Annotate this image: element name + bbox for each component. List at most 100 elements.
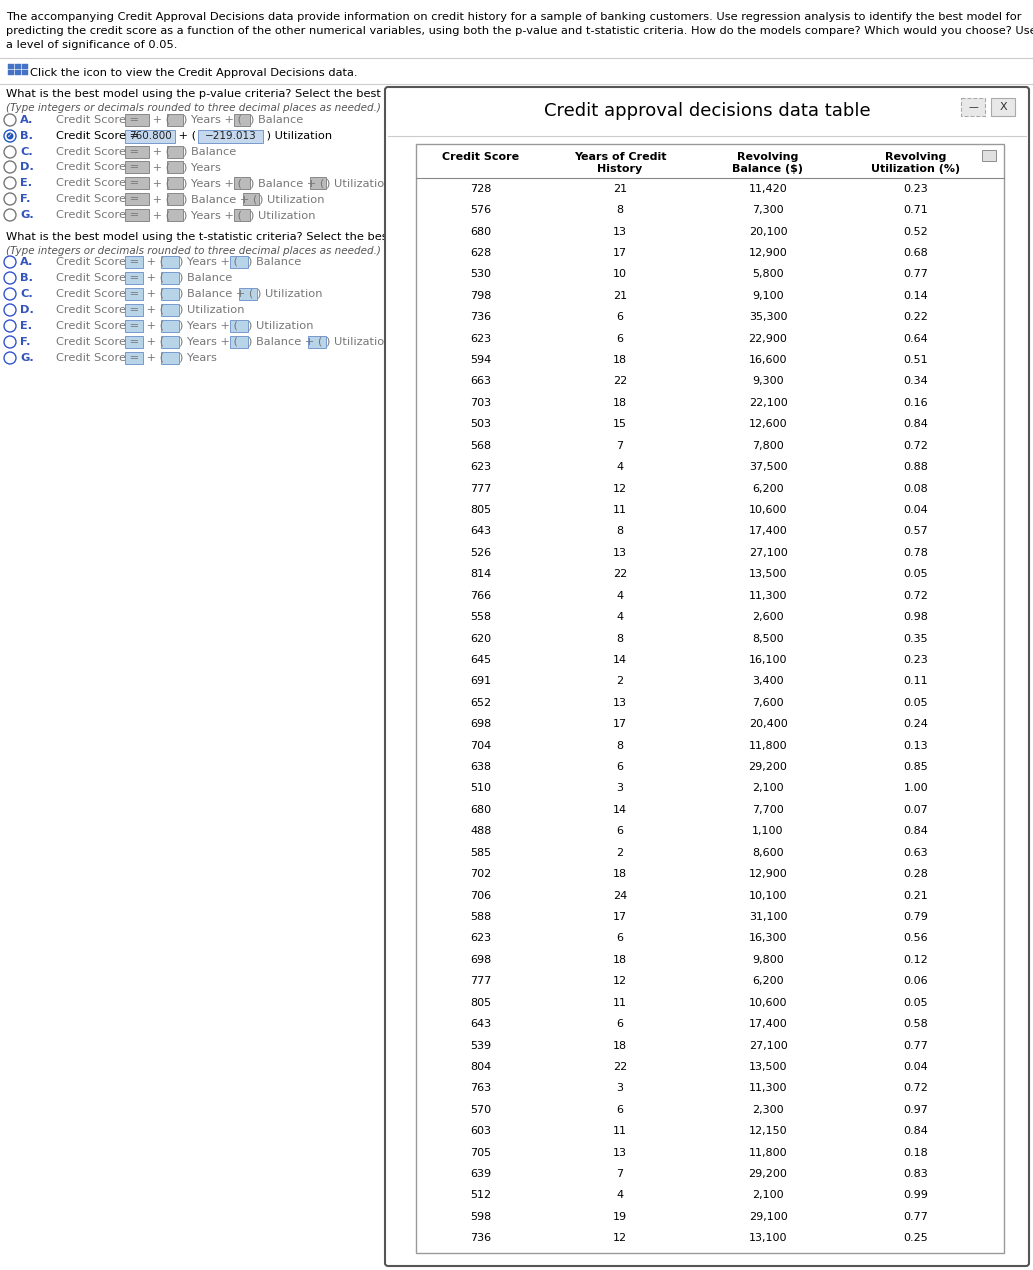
Text: 13: 13 xyxy=(613,226,627,236)
Text: 12,150: 12,150 xyxy=(749,1126,787,1137)
Text: −219.013: −219.013 xyxy=(205,131,256,141)
Text: 0.52: 0.52 xyxy=(904,226,929,236)
Text: 603: 603 xyxy=(470,1126,492,1137)
Text: 8,600: 8,600 xyxy=(752,848,784,857)
Text: 11: 11 xyxy=(613,998,627,1007)
Text: 9,800: 9,800 xyxy=(752,955,784,965)
Text: + (: + ( xyxy=(143,290,164,298)
Text: 760.800: 760.800 xyxy=(129,131,171,141)
Text: 6: 6 xyxy=(617,933,624,944)
Text: Credit Score =: Credit Score = xyxy=(56,194,143,204)
Text: 680: 680 xyxy=(470,805,492,815)
Text: + (: + ( xyxy=(143,353,164,363)
Text: 5,800: 5,800 xyxy=(752,269,784,279)
Text: 18: 18 xyxy=(613,356,627,364)
Bar xyxy=(167,114,184,126)
Text: 703: 703 xyxy=(470,398,492,408)
Bar xyxy=(230,257,248,268)
Text: 0.05: 0.05 xyxy=(904,998,929,1007)
Bar xyxy=(8,70,13,75)
Text: 706: 706 xyxy=(470,890,492,900)
Text: 0.97: 0.97 xyxy=(904,1105,929,1115)
Text: 704: 704 xyxy=(470,740,492,751)
Text: 0.56: 0.56 xyxy=(904,933,929,944)
Text: 588: 588 xyxy=(470,912,492,922)
Text: Credit Score =: Credit Score = xyxy=(56,210,143,220)
Text: Click the icon to view the Credit Approval Decisions data.: Click the icon to view the Credit Approv… xyxy=(30,69,357,77)
FancyBboxPatch shape xyxy=(982,150,996,161)
Text: 503: 503 xyxy=(470,419,492,429)
Bar xyxy=(125,146,149,157)
Text: 652: 652 xyxy=(470,697,492,707)
Bar xyxy=(125,210,149,221)
Text: 6,200: 6,200 xyxy=(752,977,784,987)
Text: 620: 620 xyxy=(470,634,492,644)
Text: 766: 766 xyxy=(470,591,492,601)
Text: + (: + ( xyxy=(143,273,164,283)
Text: 736: 736 xyxy=(470,1233,492,1243)
Text: Credit Score =: Credit Score = xyxy=(56,116,143,124)
Text: 0.84: 0.84 xyxy=(904,419,929,429)
Bar xyxy=(167,210,184,221)
Text: 22,100: 22,100 xyxy=(749,398,787,408)
Text: ) Utilization: ) Utilization xyxy=(250,210,315,220)
Text: Credit Score =: Credit Score = xyxy=(56,178,143,188)
Text: 12,600: 12,600 xyxy=(749,419,787,429)
Circle shape xyxy=(4,114,15,126)
Text: 0.57: 0.57 xyxy=(904,527,929,536)
Text: predicting the credit score as a function of the other numerical variables, usin: predicting the credit score as a functio… xyxy=(6,25,1033,36)
Text: 643: 643 xyxy=(470,527,492,536)
Text: 663: 663 xyxy=(470,376,492,386)
Text: A.: A. xyxy=(20,257,33,267)
Text: 8: 8 xyxy=(617,206,624,215)
Text: B.: B. xyxy=(20,273,33,283)
Text: Revolving
Utilization (%): Revolving Utilization (%) xyxy=(872,152,961,174)
Text: E.: E. xyxy=(20,178,32,188)
Text: 18: 18 xyxy=(613,1040,627,1050)
Text: 0.79: 0.79 xyxy=(904,912,929,922)
Bar xyxy=(125,272,143,284)
Text: 20,100: 20,100 xyxy=(749,226,787,236)
Text: 6: 6 xyxy=(617,312,624,323)
Text: 4: 4 xyxy=(617,462,624,472)
Text: 488: 488 xyxy=(470,827,492,837)
Text: 2: 2 xyxy=(617,848,624,857)
Circle shape xyxy=(4,352,15,364)
Text: —: — xyxy=(968,102,978,112)
Text: 12: 12 xyxy=(613,977,627,987)
Text: 27,100: 27,100 xyxy=(749,547,787,558)
Text: 11,800: 11,800 xyxy=(749,1148,787,1158)
Text: 576: 576 xyxy=(470,206,492,215)
Text: 6: 6 xyxy=(617,1019,624,1029)
Text: 22: 22 xyxy=(613,1062,627,1072)
Text: 6: 6 xyxy=(617,1105,624,1115)
Text: 35,300: 35,300 xyxy=(749,312,787,323)
Text: ) Utilization: ) Utilization xyxy=(248,321,313,331)
Text: 0.72: 0.72 xyxy=(904,1083,929,1093)
Bar xyxy=(125,352,143,364)
Text: 0.35: 0.35 xyxy=(904,634,929,644)
Bar xyxy=(167,193,184,204)
Text: 814: 814 xyxy=(470,569,492,579)
Bar xyxy=(230,337,248,348)
Text: 0.06: 0.06 xyxy=(904,977,929,987)
Text: ) Utilization: ) Utilization xyxy=(257,290,322,298)
Text: 14: 14 xyxy=(613,655,627,665)
Bar xyxy=(125,177,149,189)
Text: 17,400: 17,400 xyxy=(749,1019,787,1029)
Text: 7,700: 7,700 xyxy=(752,805,784,815)
Bar xyxy=(125,130,175,142)
Text: + (: + ( xyxy=(149,210,170,220)
Text: 0.07: 0.07 xyxy=(904,805,929,815)
Text: + (: + ( xyxy=(149,147,170,157)
Bar xyxy=(125,257,143,268)
Text: 736: 736 xyxy=(470,312,492,323)
Text: 0.98: 0.98 xyxy=(904,612,929,622)
Text: 698: 698 xyxy=(470,955,492,965)
Text: 16,600: 16,600 xyxy=(749,356,787,364)
Text: 0.05: 0.05 xyxy=(904,569,929,579)
Text: Credit Score =: Credit Score = xyxy=(56,163,143,171)
Text: 22,900: 22,900 xyxy=(749,334,787,344)
Text: 638: 638 xyxy=(470,762,492,772)
Text: 643: 643 xyxy=(470,1019,492,1029)
